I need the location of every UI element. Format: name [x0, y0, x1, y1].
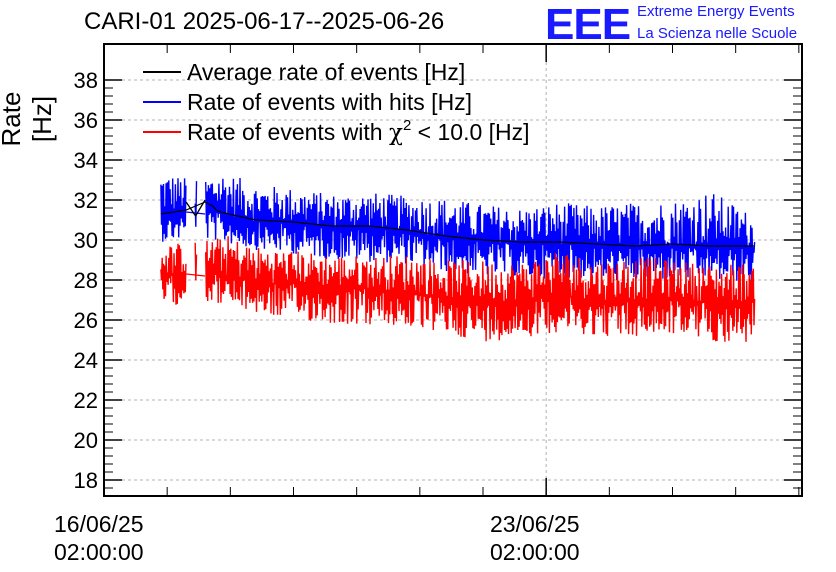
- series-2-gap-segment-b: [195, 199, 206, 217]
- x-tick-label-1: 23/06/25 02:00:00: [490, 510, 580, 566]
- series-2-average-line: [160, 201, 755, 247]
- plot-frame: [103, 43, 803, 497]
- data-series: [160, 177, 756, 342]
- y-tick-label-38: 38: [74, 68, 98, 93]
- series-2-gap-segment-a: [185, 201, 197, 217]
- axis-ticks: 18 20 22 24 26 28 30 32 34 36 38: [74, 44, 802, 496]
- y-tick-label-32: 32: [74, 188, 98, 213]
- y-tick-label-22: 22: [74, 388, 98, 413]
- x-tick-label-0-date: 16/06/25: [54, 511, 144, 537]
- y-tick-label-18: 18: [74, 468, 98, 493]
- series-1-trace-0: [160, 243, 187, 305]
- legend-label-1: Rate of events with hits [Hz]: [187, 89, 472, 115]
- series-0-gap-connector: [186, 211, 206, 215]
- x-tick-label-0-time: 02:00:00: [54, 539, 144, 565]
- y-tick-label-34: 34: [74, 148, 98, 173]
- eee-logo: EEE: [545, 0, 631, 49]
- series-1-trace-1: [194, 242, 198, 281]
- y-axis-label: Rate [Hz]: [0, 91, 57, 147]
- legend-label-2: Rate of events with χ2 < 10.0 [Hz]: [187, 117, 530, 146]
- x-tick-label-1-time: 02:00:00: [490, 539, 580, 565]
- series-0-trace-0: [160, 178, 187, 242]
- series-1-gap-connector: [186, 273, 206, 277]
- legend: Average rate of events [Hz] Rate of event…: [143, 59, 530, 146]
- x-tick-label-0: 16/06/25 02:00:00: [54, 510, 144, 566]
- y-tick-label-28: 28: [74, 268, 98, 293]
- y-tick-label-36: 36: [74, 108, 98, 133]
- org-name-line2: La Scienza nelle Scuole: [637, 25, 798, 42]
- series-1-trace-2: [205, 236, 756, 342]
- series-0-trace-2: [205, 177, 756, 281]
- y-tick-label-30: 30: [74, 228, 98, 253]
- legend-label-0: Average rate of events [Hz]: [187, 59, 465, 85]
- org-name-line1: Extreme Energy Events: [637, 3, 795, 20]
- y-tick-label-24: 24: [74, 348, 98, 373]
- y-tick-label-20: 20: [74, 428, 98, 453]
- y-tick-label-26: 26: [74, 308, 98, 333]
- x-tick-label-1-date: 23/06/25: [490, 511, 580, 537]
- chart-title: CARI-01 2025-06-17--2025-06-26: [84, 8, 445, 35]
- series-0-trace-1: [194, 181, 198, 227]
